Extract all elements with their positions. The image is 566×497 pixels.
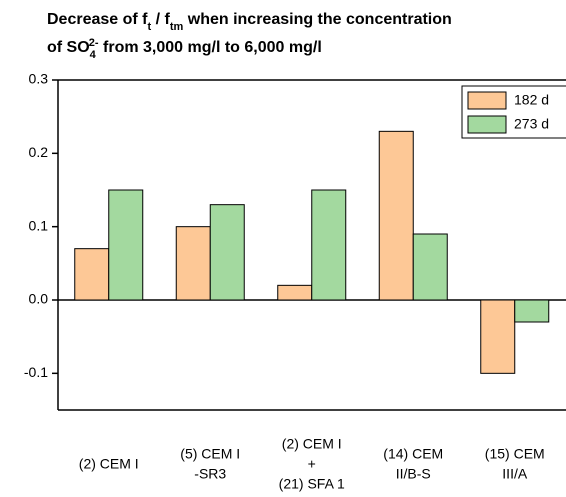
legend-swatch — [467, 115, 507, 134]
bar — [209, 204, 245, 301]
x-tick-label: (15) CEM — [485, 446, 545, 462]
x-tick-label: -SR3 — [194, 466, 226, 482]
x-tick-label: II/B-S — [396, 466, 431, 482]
legend-label: 182 d — [514, 92, 549, 108]
title-part: Decrease of f — [47, 11, 148, 28]
x-tick-label: + — [308, 456, 316, 472]
legend-swatch — [467, 91, 507, 110]
chart-title: Decrease of ft / ftm when increasing the… — [47, 11, 452, 33]
bar — [378, 130, 414, 301]
bar — [74, 248, 110, 301]
bar — [412, 233, 448, 301]
x-tick-label: (5) CEM I — [180, 446, 240, 462]
x-tick-label: (2) CEM I — [79, 456, 139, 472]
x-tick-label: (14) CEM — [383, 446, 443, 462]
bar — [480, 299, 516, 374]
y-tick-label: 0.3 — [29, 71, 49, 87]
bar — [108, 189, 144, 301]
bar — [311, 189, 347, 301]
y-tick-label: 0.2 — [29, 144, 49, 160]
legend-label: 273 d — [514, 116, 549, 132]
y-tick-label: -0.1 — [24, 364, 48, 380]
title-part: 4 — [90, 49, 97, 61]
title-part: tm — [170, 21, 184, 33]
x-tick-label: (21) SFA 1 — [279, 476, 345, 492]
title-part: of SO — [47, 39, 90, 56]
title-part: when increasing the concentration — [183, 11, 452, 28]
y-tick-label: 0.1 — [29, 217, 49, 233]
x-tick-label: (2) CEM I — [282, 436, 342, 452]
chart-title: of SO42- from 3,000 mg/l to 6,000 mg/l — [47, 37, 322, 61]
bar — [514, 299, 550, 323]
bar — [277, 284, 313, 301]
y-tick-label: 0.0 — [29, 291, 49, 307]
title-part: / f — [151, 11, 170, 28]
title-part: 2- — [89, 37, 99, 49]
x-tick-label: III/A — [502, 466, 528, 482]
title-part: t — [148, 21, 152, 33]
bar — [175, 226, 211, 301]
title-part: from 3,000 mg/l to 6,000 mg/l — [99, 39, 322, 56]
